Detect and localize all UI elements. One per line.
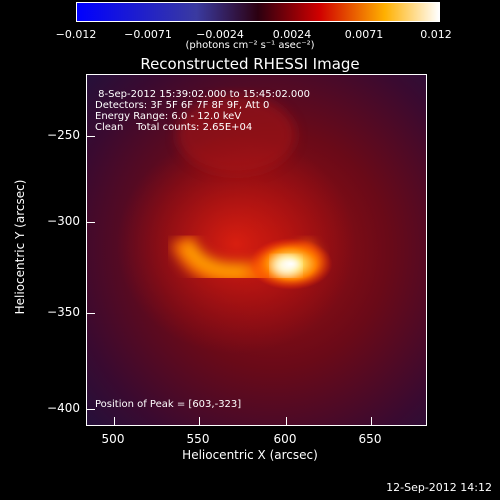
plot-title: Reconstructed RHESSI Image bbox=[140, 55, 360, 73]
peak-position-label: Position of Peak = [603,-323] bbox=[95, 399, 242, 410]
y-tick-label: −350 bbox=[47, 305, 80, 319]
y-tick bbox=[87, 222, 95, 223]
y-tick-label: −300 bbox=[47, 214, 80, 228]
colorbar-tick: −0.012 bbox=[55, 28, 97, 41]
colorbar-tick: 0.012 bbox=[420, 28, 452, 41]
colorbar-units: (photons cm⁻² s⁻¹ asec⁻²) bbox=[185, 40, 315, 51]
x-tick bbox=[371, 417, 372, 425]
info-line: Detectors: 3F 5F 6F 7F 8F 9F, Att 0 bbox=[95, 100, 270, 111]
colorbar bbox=[76, 2, 440, 22]
reconstructed-image bbox=[87, 75, 426, 425]
x-tick-label: 650 bbox=[358, 432, 382, 446]
x-axis-title: Heliocentric X (arcsec) bbox=[182, 448, 318, 462]
image-plot: 8-Sep-2012 15:39:02.000 to 15:45:02.000 … bbox=[86, 74, 427, 426]
x-tick-label: 600 bbox=[273, 432, 297, 446]
timestamp: 12-Sep-2012 14:12 bbox=[386, 481, 492, 494]
y-axis-title: Heliocentric Y (arcsec) bbox=[13, 179, 27, 315]
y-tick bbox=[87, 136, 95, 137]
colorbar-tick: −0.0071 bbox=[124, 28, 172, 41]
x-tick-label: 550 bbox=[186, 432, 210, 446]
x-tick bbox=[286, 417, 287, 425]
y-tick-label: −400 bbox=[47, 401, 80, 415]
y-tick bbox=[87, 313, 95, 314]
y-tick-label: −250 bbox=[47, 128, 80, 142]
x-tick bbox=[114, 417, 115, 425]
x-tick-label: 500 bbox=[101, 432, 125, 446]
info-line: Clean Total counts: 2.65E+04 bbox=[95, 122, 253, 133]
colorbar-tick: 0.0071 bbox=[344, 28, 384, 41]
colorbar-tick: −0.0024 bbox=[196, 28, 244, 41]
colorbar-tick: 0.0024 bbox=[272, 28, 312, 41]
y-tick bbox=[87, 409, 95, 410]
x-tick bbox=[199, 417, 200, 425]
info-line: Energy Range: 6.0 - 12.0 keV bbox=[95, 111, 242, 122]
info-line: 8-Sep-2012 15:39:02.000 to 15:45:02.000 bbox=[95, 89, 310, 100]
